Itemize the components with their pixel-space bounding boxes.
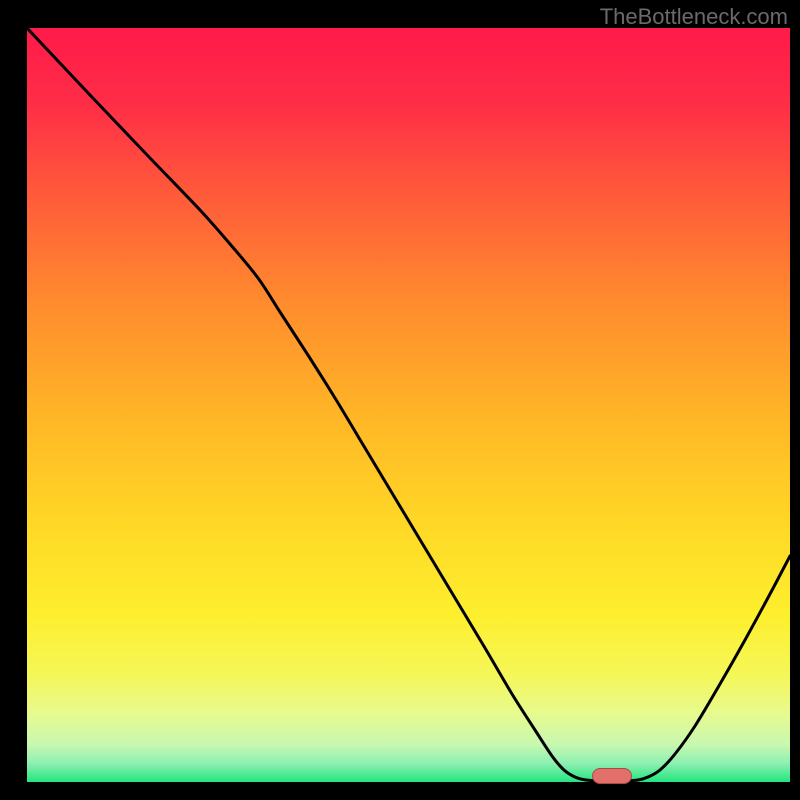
watermark-label: TheBottleneck.com bbox=[600, 4, 788, 30]
plot-area bbox=[27, 28, 790, 782]
chart-container: TheBottleneck.com bbox=[0, 0, 800, 800]
optimal-marker bbox=[592, 768, 632, 784]
heat-gradient-background bbox=[27, 28, 790, 782]
